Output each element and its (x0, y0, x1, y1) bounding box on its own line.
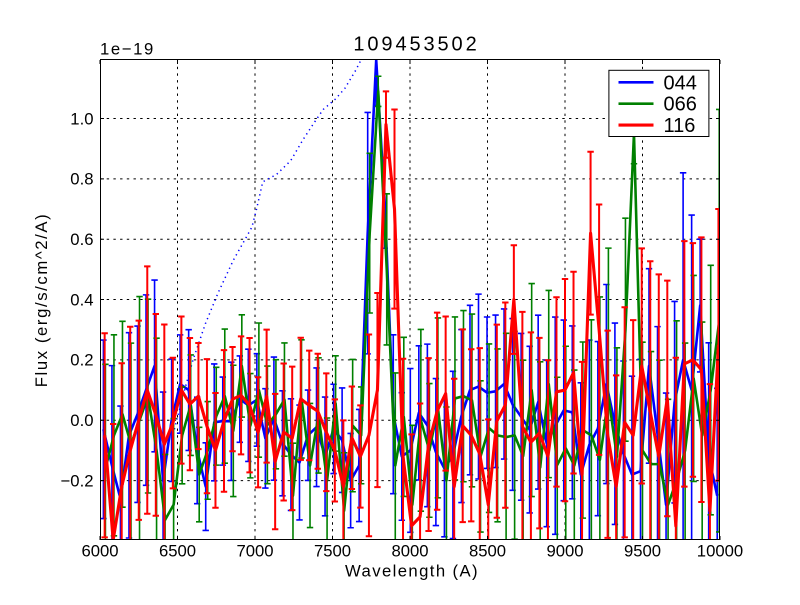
svg-text:0.6: 0.6 (70, 230, 93, 249)
svg-text:7000: 7000 (236, 542, 273, 561)
svg-text:066: 066 (664, 94, 697, 116)
svg-text:10000: 10000 (697, 542, 743, 561)
svg-text:Wavelength (A): Wavelength (A) (345, 562, 479, 581)
svg-text:9000: 9000 (546, 542, 583, 561)
svg-text:6500: 6500 (159, 542, 196, 561)
svg-text:116: 116 (664, 115, 696, 137)
svg-text:0.2: 0.2 (70, 351, 93, 370)
svg-text:−0.2: −0.2 (61, 471, 94, 490)
svg-text:8500: 8500 (469, 542, 506, 561)
svg-text:1e−19: 1e−19 (100, 40, 155, 59)
svg-text:7500: 7500 (314, 542, 351, 561)
svg-text:6000: 6000 (81, 542, 118, 561)
svg-text:0.8: 0.8 (70, 170, 93, 189)
svg-text:8000: 8000 (391, 542, 428, 561)
svg-text:044: 044 (664, 72, 697, 94)
svg-text:9500: 9500 (624, 542, 661, 561)
svg-text:Flux (erg/s/cm^2/A): Flux (erg/s/cm^2/A) (32, 213, 51, 388)
svg-text:0.4: 0.4 (70, 290, 93, 309)
svg-text:1.0: 1.0 (70, 109, 93, 128)
svg-text:0.0: 0.0 (70, 411, 93, 430)
svg-text:109453502: 109453502 (353, 34, 479, 56)
